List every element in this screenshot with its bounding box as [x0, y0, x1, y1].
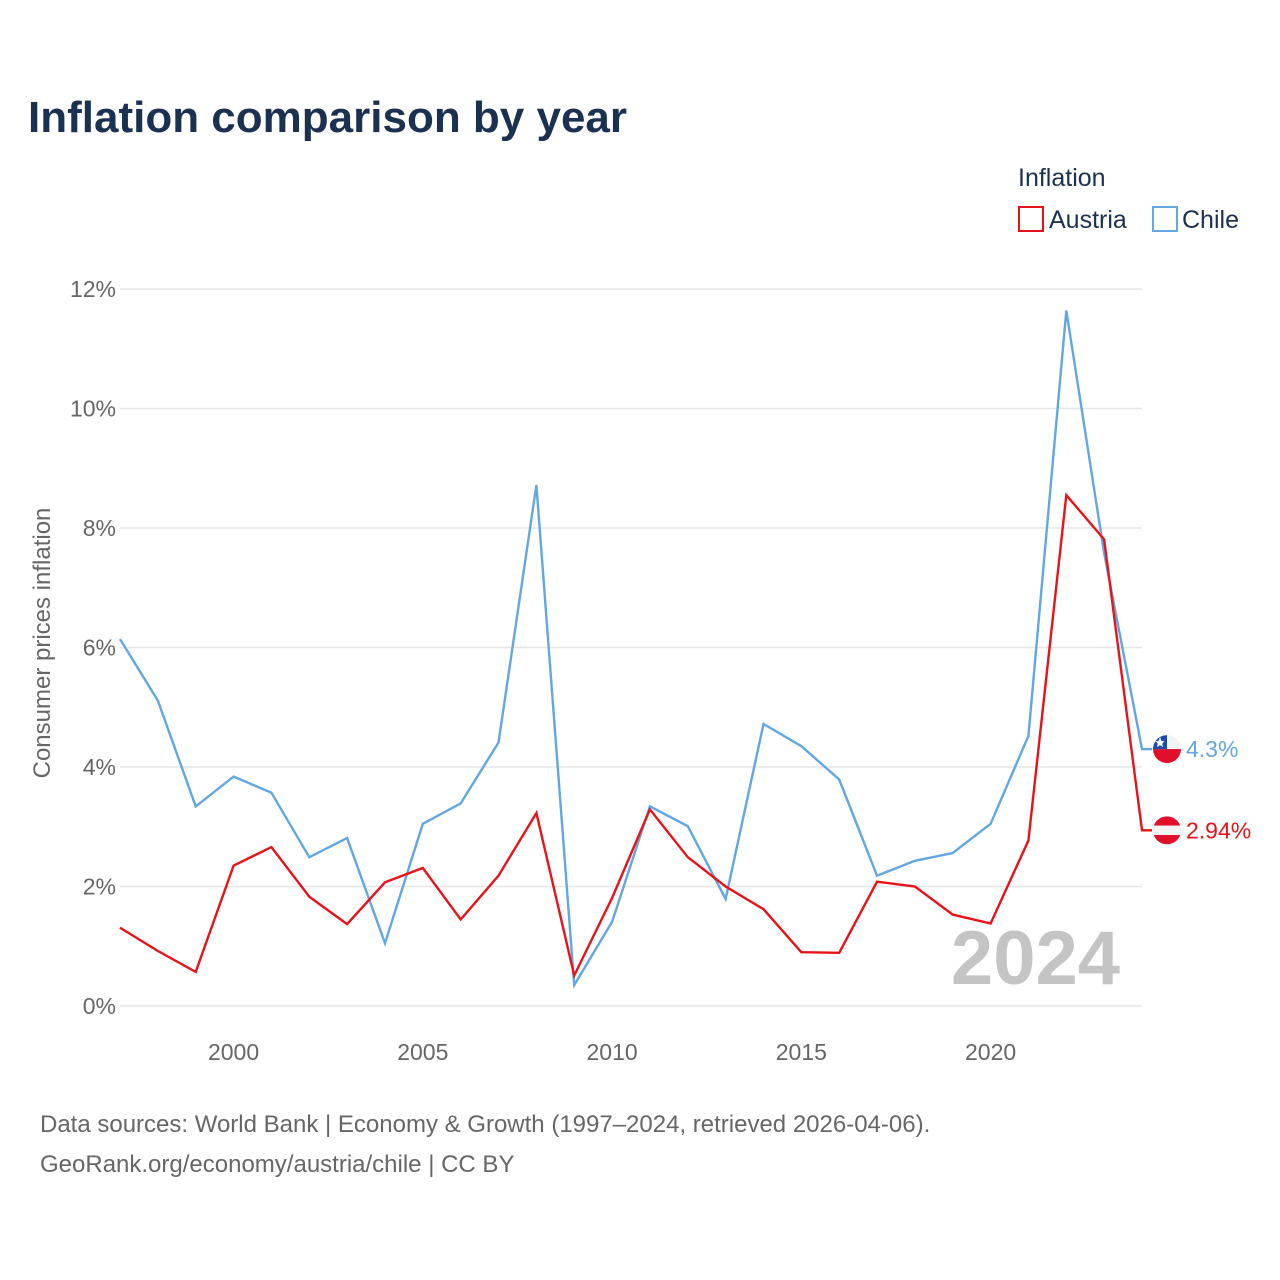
legend-item-chile[interactable]: Chile: [1152, 206, 1239, 234]
series-line-austria: [119, 492, 1152, 980]
y-tick-label: 10%: [70, 396, 116, 422]
x-tick-labels: 2000 2005 2010 2015 2020: [208, 1039, 1016, 1065]
x-tick-label: 2000: [208, 1039, 259, 1065]
legend-title: Inflation: [1018, 164, 1106, 192]
series-lines: [118, 310, 1152, 989]
source-line-1: Data sources: World Bank | Economy & Gro…: [40, 1111, 930, 1138]
end-label-chile: 4.3%: [1186, 736, 1238, 762]
legend-swatch-austria: [1018, 206, 1044, 232]
austria-flag-icon: [1153, 816, 1181, 845]
y-tick-label: 0%: [83, 993, 116, 1019]
y-tick-labels: 0% 2% 4% 6% 8% 10% 12%: [70, 276, 116, 1019]
legend-item-austria[interactable]: Austria: [1018, 206, 1127, 234]
series-line-chile: [118, 310, 1152, 989]
x-tick-label: 2010: [586, 1039, 637, 1065]
x-tick-label: 2005: [397, 1039, 448, 1065]
y-tick-label: 8%: [83, 515, 116, 541]
legend-label-austria: Austria: [1049, 206, 1127, 234]
year-watermark: 2024: [951, 916, 1120, 1001]
y-tick-label: 4%: [83, 754, 116, 780]
end-labels: 2.94% 4.3%: [1153, 735, 1251, 845]
legend-swatch-chile: [1152, 206, 1178, 232]
chart-title: Inflation comparison by year: [28, 93, 627, 142]
y-axis-label: Consumer prices inflation: [29, 508, 56, 779]
end-label-austria: 2.94%: [1186, 817, 1251, 843]
source-line-2: GeoRank.org/economy/austria/chile | CC B…: [40, 1151, 514, 1178]
y-tick-label: 6%: [83, 635, 116, 661]
x-tick-label: 2015: [776, 1039, 827, 1065]
y-tick-label: 2%: [83, 874, 116, 900]
chile-flag-icon: [1153, 735, 1181, 764]
x-tick-label: 2020: [965, 1039, 1016, 1065]
legend-label-chile: Chile: [1182, 206, 1239, 234]
y-tick-label: 12%: [70, 276, 116, 302]
grid-lines: [120, 288, 1142, 1007]
